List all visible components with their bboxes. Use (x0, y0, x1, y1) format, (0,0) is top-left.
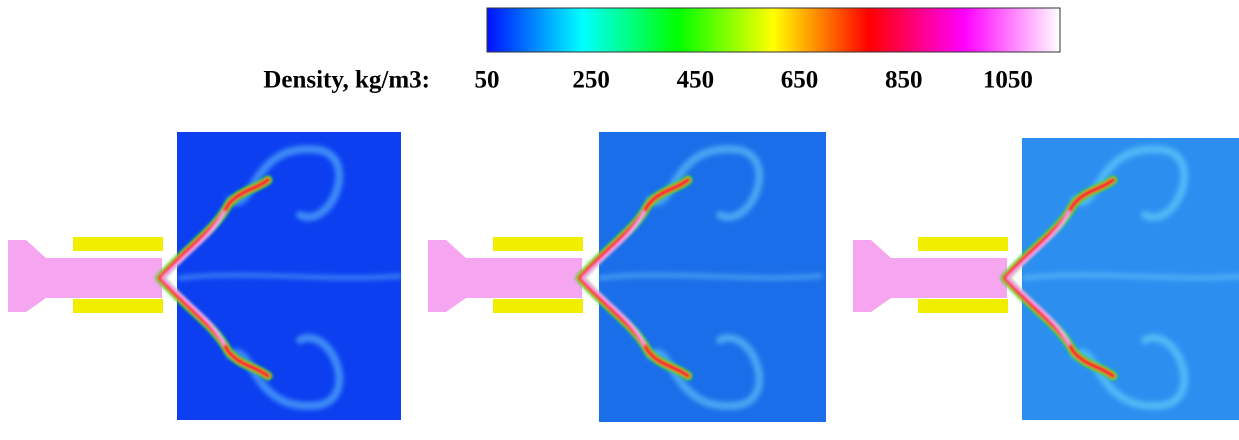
colorbar (487, 8, 1060, 52)
colorbar-tick-label: 450 (677, 67, 715, 94)
colorbar-tick-label: 650 (781, 67, 819, 94)
colorbar-ticks: 50 250 450 650 850 1050 (475, 67, 1033, 94)
colorbar-tick-label: 50 (475, 67, 500, 94)
figure: Density, kg/m3: 50 250 450 650 850 1050 (0, 0, 1239, 440)
colorbar-tick-label: 250 (572, 67, 610, 94)
colorbar-label: Density, kg/m3: (263, 67, 430, 94)
colorbar-tick-label: 850 (885, 67, 923, 94)
colorbar-tick-label: 1050 (983, 67, 1033, 94)
